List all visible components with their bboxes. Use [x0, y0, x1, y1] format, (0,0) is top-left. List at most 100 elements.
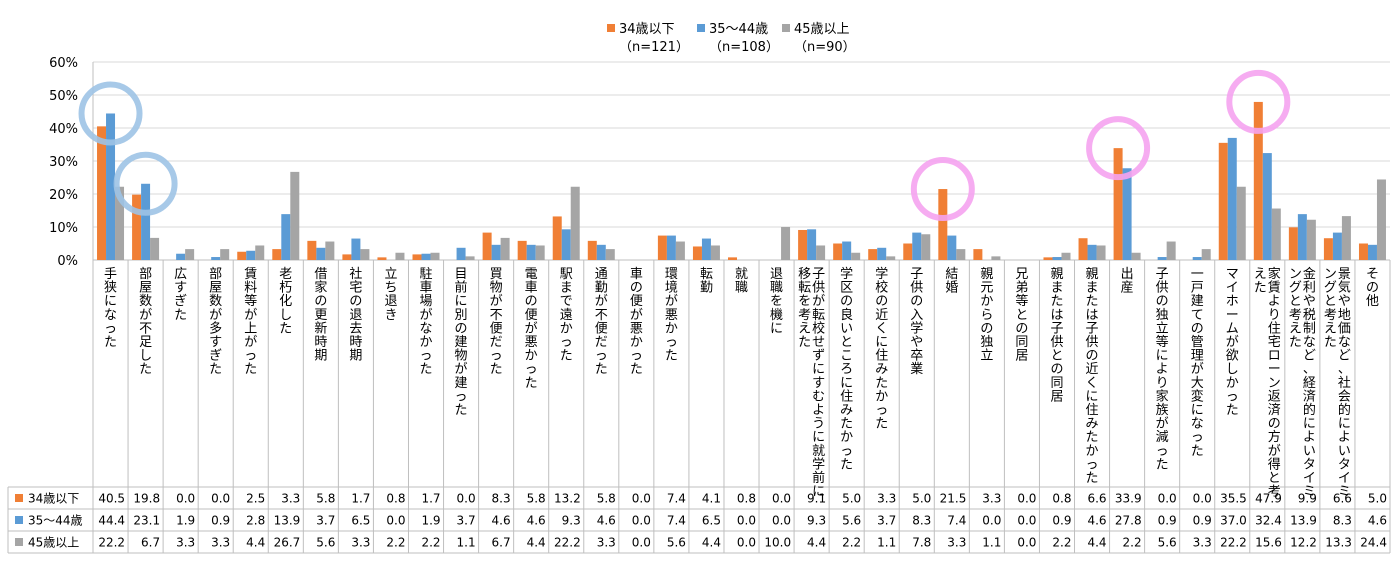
table-row-label: 34歳以下: [28, 492, 79, 506]
table-value: 0.0: [772, 514, 791, 528]
bar: [526, 244, 536, 260]
x-category-label: その他: [1366, 267, 1379, 309]
table-value: 40.5: [98, 492, 125, 506]
bar: [1192, 257, 1202, 260]
table-value: 9.3: [807, 514, 826, 528]
table-value: 22.2: [98, 536, 125, 550]
table-value: 3.3: [176, 536, 195, 550]
bar: [956, 249, 966, 260]
table-value: 5.8: [527, 492, 546, 506]
table-value: 4.6: [527, 514, 546, 528]
table-value: 0.0: [1017, 492, 1036, 506]
bar: [1087, 244, 1097, 260]
bar: [912, 232, 922, 260]
bar: [596, 244, 606, 260]
table-value: 3.3: [281, 492, 300, 506]
table-value: 0.8: [737, 492, 756, 506]
bar: [1288, 227, 1298, 260]
table-value: 1.1: [457, 536, 476, 550]
table-value: 5.0: [912, 492, 931, 506]
table-value: 10.0: [764, 536, 791, 550]
bar: [517, 240, 527, 260]
table-value: 4.6: [597, 514, 616, 528]
table-value: 0.0: [1158, 492, 1177, 506]
table-value: 3.3: [211, 536, 230, 550]
bar: [886, 256, 896, 260]
table-value: 7.4: [667, 514, 686, 528]
bar: [97, 126, 107, 260]
bar: [1253, 101, 1263, 261]
table-value: 4.1: [702, 492, 721, 506]
x-category-label: 学区の良いところに住みたかった: [840, 266, 853, 472]
table-value: 2.2: [842, 536, 861, 550]
table-value: 6.7: [141, 536, 160, 550]
bar: [1236, 186, 1246, 260]
x-category-label: 家賃より住宅ローン返済の方が得と考えた: [1254, 266, 1281, 500]
x-category-label: 電車の便が悪かった: [525, 267, 538, 391]
bar: [1157, 257, 1167, 260]
table-value: 13.2: [554, 492, 581, 506]
x-category-label: 通勤が不便だった: [595, 267, 608, 377]
bar: [1078, 238, 1088, 260]
table-value: 3.3: [947, 536, 966, 550]
table-value: 0.0: [632, 492, 651, 506]
table-value: 7.4: [667, 492, 686, 506]
bar: [1043, 257, 1053, 260]
table-value: 0.0: [632, 536, 651, 550]
bar: [106, 113, 116, 260]
table-value: 0.0: [632, 514, 651, 528]
table-value: 4.4: [807, 536, 826, 550]
bar: [1367, 244, 1377, 260]
bar: [150, 237, 160, 260]
bar: [877, 247, 887, 260]
bar: [701, 238, 711, 260]
table-value: 3.3: [1193, 536, 1212, 550]
table-value: 0.0: [1017, 536, 1036, 550]
x-category-label: 子供が転校せずにすむように就学前に移転を考えた: [798, 267, 825, 500]
y-tick-label: 40%: [49, 122, 78, 137]
y-tick-label: 60%: [49, 56, 78, 71]
table-value: 3.3: [597, 536, 616, 550]
legend-sublabel: （n=108）: [709, 40, 779, 55]
table-value: 6.5: [702, 514, 721, 528]
table-value: 4.6: [1368, 514, 1387, 528]
x-category-label: 部屋数が多すぎた: [209, 267, 222, 377]
table-value: 3.7: [877, 514, 896, 528]
bar: [281, 214, 291, 260]
x-category-label: 子供の入学や卒業: [910, 267, 923, 377]
table-value: 27.8: [1115, 514, 1142, 528]
bar: [833, 243, 843, 260]
highlight-circle: [1086, 116, 1151, 181]
table-value: 0.9: [211, 514, 230, 528]
table-value: 0.9: [1158, 514, 1177, 528]
legend-swatch: [782, 24, 790, 32]
table-value: 7.8: [912, 536, 931, 550]
table-value: 5.8: [316, 492, 335, 506]
table-value: 3.7: [316, 514, 335, 528]
x-category-label: 環境が悪かった: [665, 267, 678, 364]
bar: [842, 241, 852, 260]
bar: [1218, 142, 1228, 260]
bar: [342, 254, 352, 260]
bar: [903, 243, 913, 260]
highlight-circle: [910, 157, 975, 222]
x-category-label: 買物が不便だった: [490, 267, 503, 377]
bar: [246, 250, 256, 260]
bar: [132, 194, 142, 260]
table-value: 1.9: [176, 514, 195, 528]
table-value: 5.6: [316, 536, 335, 550]
table-value: 35.5: [1220, 492, 1247, 506]
bar: [1096, 245, 1106, 260]
bar: [482, 232, 492, 260]
bar: [692, 246, 702, 260]
table-value: 3.7: [457, 514, 476, 528]
table-value: 5.6: [842, 514, 861, 528]
table-value: 5.6: [1158, 536, 1177, 550]
bar: [220, 249, 230, 260]
table-value: 4.6: [492, 514, 511, 528]
table-value: 0.9: [1193, 514, 1212, 528]
table-value: 0.0: [211, 492, 230, 506]
x-category-label: 老朽化した: [279, 267, 292, 336]
bar: [1341, 216, 1351, 260]
x-category-label: 出産: [1121, 267, 1134, 296]
